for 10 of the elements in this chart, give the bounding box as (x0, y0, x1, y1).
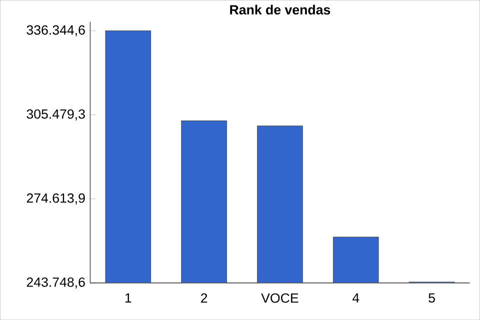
y-tick-label: 305.479,3 (26, 109, 85, 120)
x-tick-label: 4 (352, 293, 360, 302)
x-tick-label: 2 (201, 293, 208, 303)
y-tick-label: 336.344,6 (26, 25, 85, 36)
y-tick-label: 243.748,6 (26, 277, 85, 288)
x-tick-label: VOCE (261, 293, 298, 303)
y-tick-label: 274.613,9 (26, 193, 85, 204)
x-tick-label: 1 (125, 293, 132, 302)
x-tick-label: 5 (428, 293, 435, 303)
chart-title: Rank de vendas (230, 4, 330, 14)
